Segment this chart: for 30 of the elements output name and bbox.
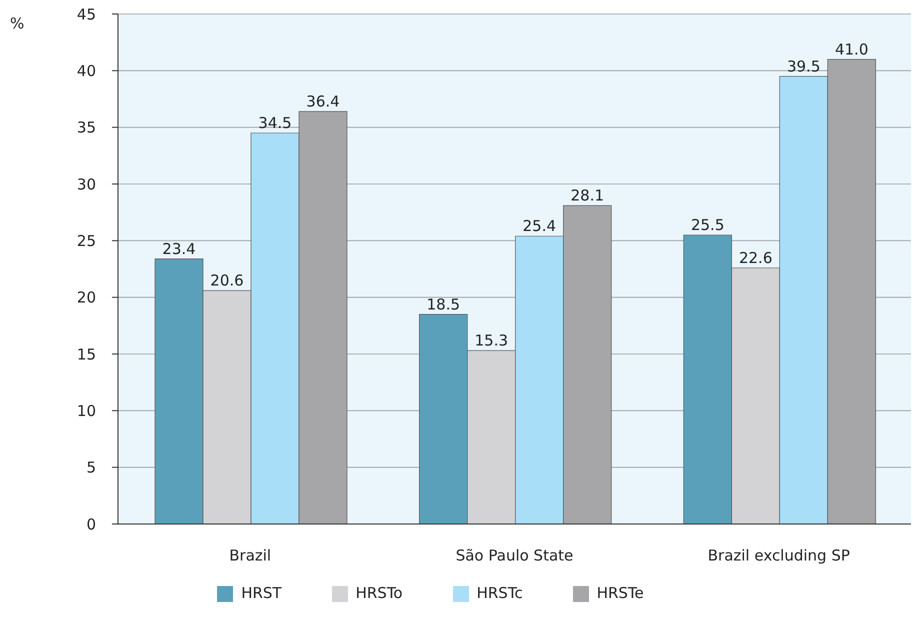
y-axis-title: %: [10, 14, 24, 33]
data-label: 25.4: [522, 217, 556, 236]
y-tick-label: 0: [86, 515, 96, 534]
legend-label: HRSTo: [356, 584, 403, 602]
data-label: 20.6: [210, 272, 244, 290]
y-tick-label: 40: [76, 62, 96, 80]
y-tick-label: 45: [76, 5, 96, 24]
y-tick-label: 5: [86, 458, 96, 477]
y-tick-label: 30: [76, 175, 96, 194]
data-label: 34.5: [258, 114, 292, 132]
y-tick-label: 35: [76, 118, 96, 137]
data-label: 36.4: [306, 92, 340, 110]
x-tick-label: Brazil excluding SP: [708, 546, 850, 565]
y-tick-label: 20: [76, 288, 96, 307]
data-label: 22.6: [738, 248, 772, 267]
data-label: 39.5: [786, 57, 820, 76]
data-label: 23.4: [162, 240, 196, 258]
x-tick-label: São Paulo State: [456, 546, 574, 565]
data-label: 25.5: [690, 216, 724, 234]
data-label: 41.0: [834, 40, 868, 58]
data-label: 28.1: [570, 186, 604, 205]
y-tick-label: 15: [76, 345, 96, 364]
data-label: 15.3: [474, 332, 508, 350]
y-tick-label: 10: [76, 402, 96, 420]
legend-label: HRSTc: [476, 584, 523, 602]
y-tick-label: 25: [76, 232, 96, 250]
x-tick-label: Brazil: [229, 546, 272, 565]
legend-label: HRSTe: [596, 584, 644, 602]
data-label: 18.5: [426, 295, 460, 314]
legend-label: HRST: [241, 584, 282, 602]
